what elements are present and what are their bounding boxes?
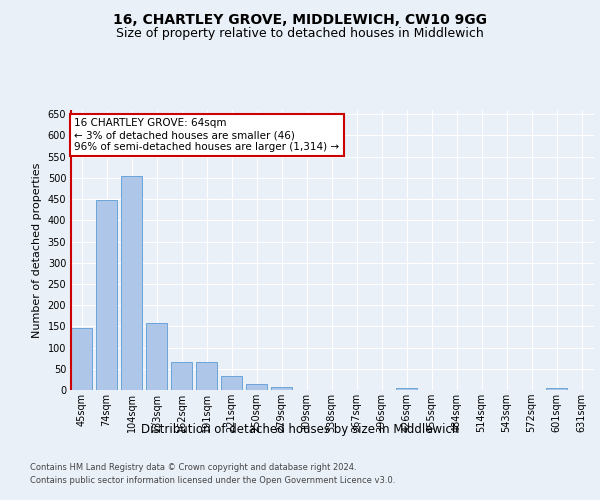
Bar	[196, 362, 217, 390]
Bar	[221, 376, 242, 390]
Text: Size of property relative to detached houses in Middlewich: Size of property relative to detached ho…	[116, 28, 484, 40]
Bar	[146, 324, 167, 390]
Text: Contains HM Land Registry data © Crown copyright and database right 2024.: Contains HM Land Registry data © Crown c…	[30, 462, 356, 471]
Bar	[171, 362, 192, 390]
Text: 16, CHARTLEY GROVE, MIDDLEWICH, CW10 9GG: 16, CHARTLEY GROVE, MIDDLEWICH, CW10 9GG	[113, 12, 487, 26]
Text: Contains public sector information licensed under the Open Government Licence v3: Contains public sector information licen…	[30, 476, 395, 485]
Y-axis label: Number of detached properties: Number of detached properties	[32, 162, 42, 338]
Bar	[396, 388, 417, 390]
Bar	[246, 384, 267, 390]
Text: Distribution of detached houses by size in Middlewich: Distribution of detached houses by size …	[141, 422, 459, 436]
Text: 16 CHARTLEY GROVE: 64sqm
← 3% of detached houses are smaller (46)
96% of semi-de: 16 CHARTLEY GROVE: 64sqm ← 3% of detache…	[74, 118, 340, 152]
Bar	[546, 388, 567, 390]
Bar	[71, 328, 92, 390]
Bar	[121, 176, 142, 390]
Bar	[271, 388, 292, 390]
Bar	[96, 200, 117, 390]
